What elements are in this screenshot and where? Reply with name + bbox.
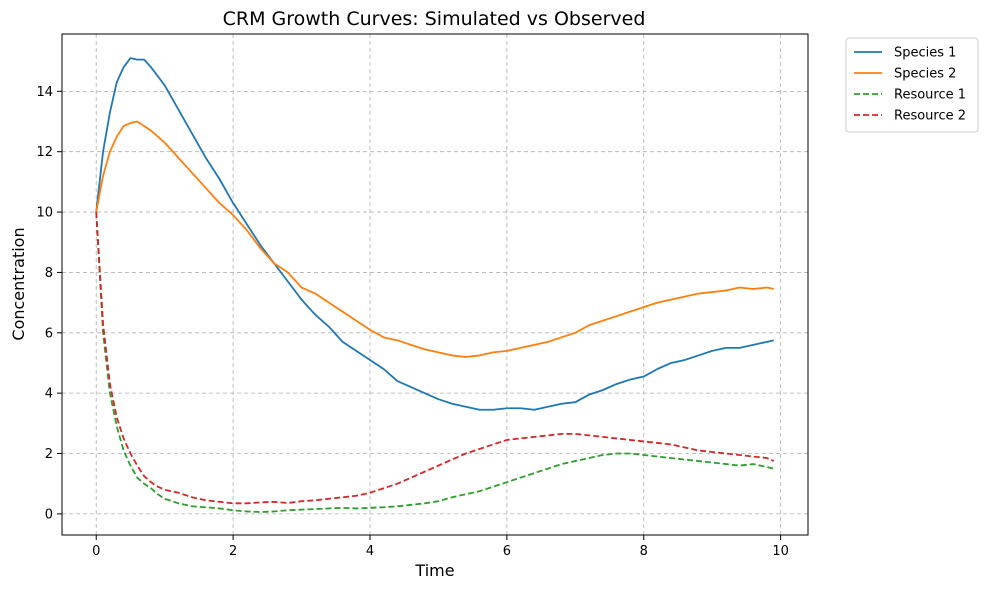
x-tick-label: 10 xyxy=(772,544,789,559)
y-tick-label: 2 xyxy=(45,447,53,462)
y-axis-title: Concentration xyxy=(9,227,28,340)
x-tick-label: 6 xyxy=(503,544,511,559)
series-line-resource-2 xyxy=(95,212,775,505)
grid xyxy=(62,34,808,535)
series-line-species-2 xyxy=(95,120,774,358)
y-tick-label: 8 xyxy=(45,266,53,281)
x-axis-title: Time xyxy=(414,561,454,580)
plot-frame xyxy=(61,33,809,536)
series-line-species-1 xyxy=(95,57,774,411)
legend-label: Resource 2 xyxy=(894,109,966,124)
chart-title: CRM Growth Curves: Simulated vs Observed xyxy=(223,8,646,30)
y-tick-label: 6 xyxy=(45,326,53,341)
y-tick-label: 14 xyxy=(36,85,53,100)
y-tick-label: 4 xyxy=(45,387,53,402)
x-tick-label: 4 xyxy=(366,544,374,559)
series-layer xyxy=(95,57,775,513)
x-tick-label: 8 xyxy=(640,544,648,559)
y-tick-label: 10 xyxy=(36,206,53,221)
y-tick-label: 0 xyxy=(45,507,53,522)
x-tick-label: 2 xyxy=(229,544,237,559)
y-tick-label: 12 xyxy=(36,145,53,160)
legend-label: Species 1 xyxy=(894,46,956,61)
legend-box xyxy=(845,37,979,133)
legend: Species 1 Species 2 Resource 1 Resource 2 xyxy=(845,37,979,133)
legend-label: Resource 1 xyxy=(894,88,966,103)
series-line-resource-1 xyxy=(95,212,774,513)
x-tick-label: 0 xyxy=(92,544,100,559)
legend-label: Species 2 xyxy=(894,67,956,82)
ticks: 0 2 4 6 8 10 0 2 4 6 8 10 12 14 xyxy=(36,85,788,559)
